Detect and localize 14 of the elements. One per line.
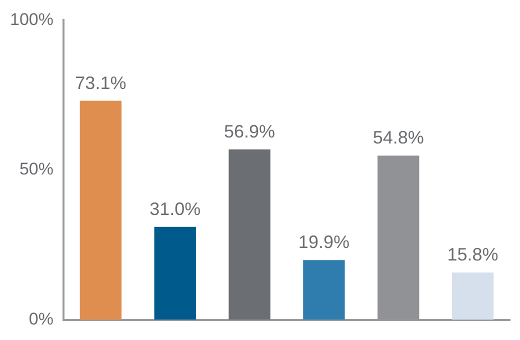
- data-label: 19.9%: [298, 232, 350, 252]
- data-label: 15.8%: [447, 244, 498, 264]
- bar: [303, 260, 345, 320]
- data-label: 54.8%: [372, 128, 424, 148]
- bar: [80, 100, 122, 320]
- y-tick-label: 0%: [28, 309, 54, 328]
- data-label: 56.9%: [224, 121, 276, 142]
- data-label: 73.1%: [75, 72, 126, 93]
- y-tick-label: 100%: [10, 10, 54, 29]
- bar: [154, 226, 196, 320]
- data-label: 31.0%: [150, 198, 201, 219]
- y-tick-label: 50%: [19, 160, 54, 179]
- bar: [228, 149, 270, 320]
- bar: [452, 272, 494, 320]
